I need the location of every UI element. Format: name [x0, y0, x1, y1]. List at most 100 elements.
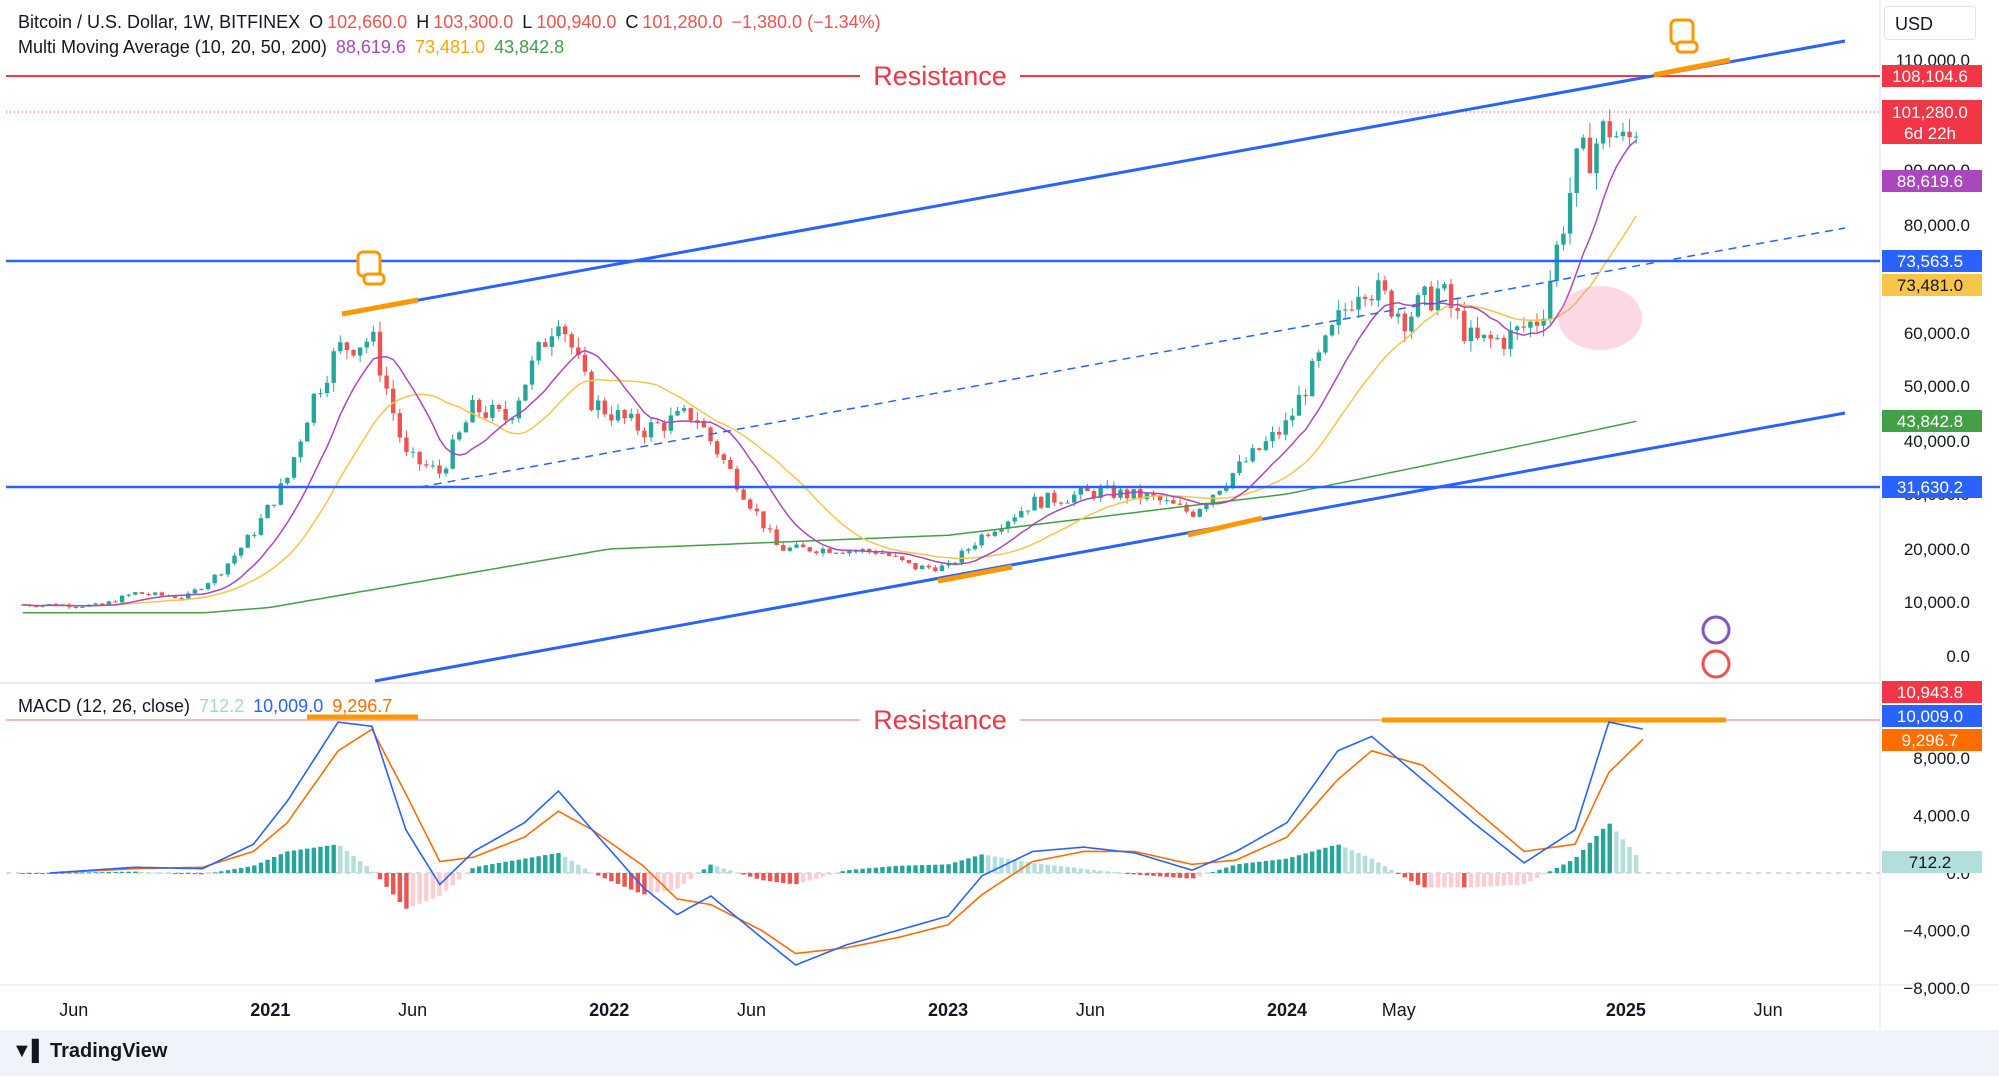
candle-body [1045, 492, 1050, 508]
candle-body [311, 393, 317, 423]
macd-hist-bar [827, 873, 832, 875]
candle-body [1263, 441, 1269, 450]
candle-body [1303, 394, 1308, 397]
candle-body [867, 549, 872, 552]
macd-line-value: 10,009.0 [253, 696, 324, 716]
candle-body [820, 548, 826, 554]
candle-body [1356, 296, 1361, 310]
candle-body [1151, 493, 1156, 496]
currency-button[interactable]: USD [1884, 6, 1976, 40]
bolt-icon [1701, 615, 1731, 645]
macd-hist-bar [338, 845, 343, 873]
candle-body [992, 531, 998, 536]
macd-hist-bar [1376, 862, 1381, 873]
candle-body [225, 563, 231, 575]
macd-hist-bar [1633, 854, 1639, 873]
candle-body [1190, 511, 1196, 517]
macd-hist-bar [1204, 873, 1209, 875]
candle-body [1600, 121, 1606, 144]
macd-hist-bar [1303, 853, 1308, 873]
candle-body [232, 555, 237, 564]
macd-hist-bar [205, 873, 211, 874]
macd-hist-bar [450, 873, 455, 886]
macd-hist-bar [814, 873, 819, 879]
candle-body [245, 535, 250, 548]
macd-hist-bar [510, 860, 515, 873]
macd-hist-bar [133, 871, 138, 873]
macd-hist-bar [271, 856, 277, 873]
candle-body [1164, 500, 1169, 502]
candle-body [324, 382, 330, 394]
macd-hist-bar [847, 869, 852, 873]
ma200-value: 43,842.8 [494, 37, 565, 57]
macd-hist-bar [1541, 873, 1546, 875]
macd-signal-value: 9,296.7 [332, 696, 393, 716]
candle-body [695, 420, 700, 423]
candle-body [1594, 143, 1599, 174]
macd-hist-bar [1164, 873, 1169, 877]
macd-pane: Resistance [6, 704, 1880, 966]
macd-hist-bar [1455, 873, 1460, 888]
tradingview-logo[interactable]: ▼▌ TradingView [12, 1040, 167, 1063]
candle-body [338, 342, 343, 352]
candle-body [1091, 491, 1097, 498]
macd-label-text: 9,296.7 [1902, 731, 1959, 750]
macd-hist-bar [992, 856, 998, 873]
macd-hist-bar [357, 861, 363, 873]
highlight-segment [341, 297, 419, 317]
macd-hist-bar [1567, 861, 1573, 873]
candle-body [126, 594, 131, 596]
macd-hist-bar [404, 873, 409, 909]
candle-body [1012, 517, 1017, 522]
time-tick-label: 2025 [1606, 1000, 1646, 1020]
candle-body [1276, 431, 1282, 435]
candle-body [331, 351, 336, 383]
macd-hist-bar [179, 873, 184, 874]
macd-hist-bar [1323, 847, 1328, 873]
candle-body [1567, 192, 1573, 234]
macd-hist-bar [807, 873, 812, 881]
candle-body [1243, 461, 1249, 463]
candle-body [748, 499, 753, 509]
price-label-text: 108,104.6 [1892, 67, 1968, 86]
macd-hist-bar [1283, 858, 1288, 873]
price-label-box [1882, 410, 1982, 432]
candle-body [1078, 488, 1083, 495]
candle-body [648, 422, 654, 438]
candle-body [298, 441, 303, 458]
macd-hist-bar [933, 864, 938, 873]
macd-hist-bar [27, 873, 32, 874]
macd-hist-bar [1038, 863, 1044, 873]
macd-hist-bar [1091, 869, 1097, 873]
macd-hist-bar [1045, 864, 1050, 873]
macd-hist-bar [1336, 844, 1341, 873]
time-tick-label: 2021 [250, 1000, 290, 1020]
candle-body [536, 342, 541, 361]
macd-label-text: 10,009.0 [1897, 707, 1963, 726]
price-label-text: 6d 22h [1904, 124, 1956, 143]
macd-hist-bar [212, 872, 217, 874]
candle-body [860, 549, 865, 551]
macd-hist-bar [556, 852, 561, 873]
macd-hist-bar [1475, 873, 1480, 888]
macd-hist-bar [192, 873, 198, 875]
macd-hist-bar [655, 873, 660, 893]
macd-hist-bar [761, 873, 766, 881]
macd-hist-bar [1627, 847, 1632, 873]
candle-body [681, 408, 687, 411]
macd-hist-bar [344, 850, 350, 873]
macd-hist-bar [1005, 858, 1011, 873]
candle-body [781, 545, 786, 551]
macd-hist-bar [496, 862, 502, 873]
candle-body [662, 422, 667, 431]
macd-hist-bar [1111, 872, 1117, 874]
candle-body [562, 326, 568, 335]
macd-hist-bar [919, 865, 925, 873]
macd-hist-bar [1369, 858, 1374, 873]
macd-hist-bar [397, 873, 403, 902]
candle-body [305, 422, 310, 442]
candle-body [1038, 496, 1044, 508]
macd-hist-bar [1065, 866, 1070, 873]
